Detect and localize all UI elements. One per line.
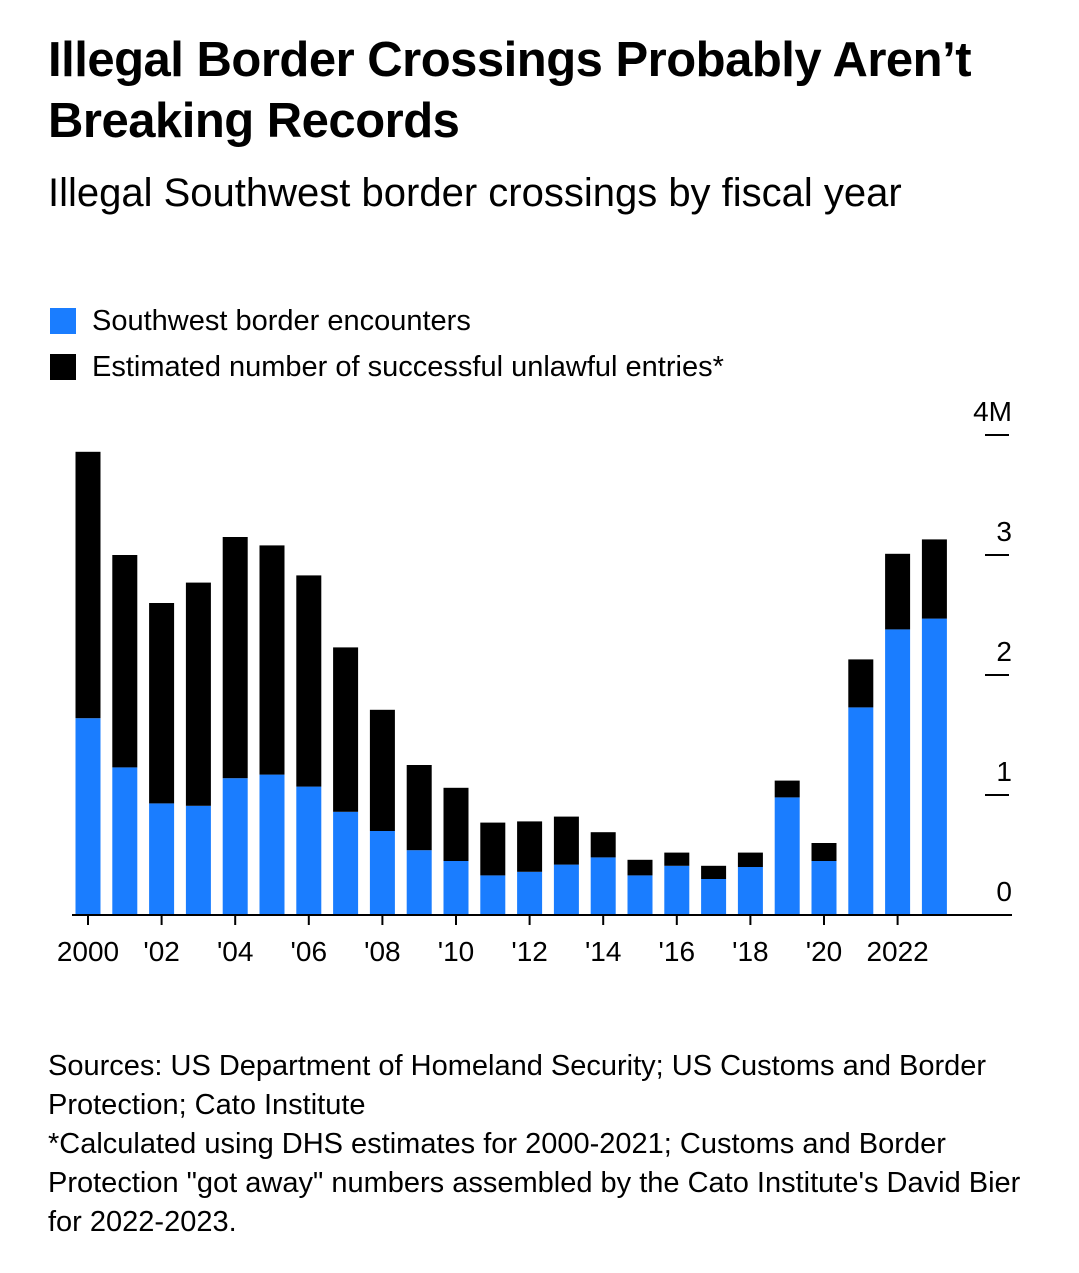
bar-2019-series-1	[774, 780, 800, 798]
axes-group: 0 1 2 3 4M 2000 '02 '04 '06 '08 '10 '12 '14 '16 '18 '20…	[57, 396, 1012, 967]
bar-2007-series-0	[333, 811, 359, 915]
chart-title: Illegal Border Crossings Probably Aren’t…	[48, 33, 972, 148]
bar-2003-series-0	[185, 805, 211, 915]
bar-2011-series-0	[480, 875, 506, 915]
bar-2007-series-1	[333, 647, 359, 812]
y-tick-label-4: 4M	[973, 396, 1012, 427]
bar-2006-series-1	[296, 575, 322, 787]
chart-footnote: Sources: US Department of Homeland Secur…	[48, 1047, 1058, 1242]
bar-2017-series-1	[701, 865, 727, 879]
x-tick-label-2012: '12	[511, 936, 548, 967]
x-tick-label-2014: '14	[585, 936, 622, 967]
bar-2005-series-1	[259, 545, 285, 775]
bar-2016-series-0	[664, 865, 690, 915]
x-tick-label-2008: '08	[364, 936, 401, 967]
bar-2014-series-0	[590, 857, 616, 915]
x-tick-label-2020: '20	[806, 936, 843, 967]
bar-2002-series-1	[149, 603, 175, 804]
bar-2015-series-0	[627, 875, 653, 915]
bar-2020-series-0	[811, 861, 837, 915]
bar-2013-series-1	[553, 816, 579, 865]
stacked-bar-chart: 0 1 2 3 4M 2000 '02 '04 '06 '08 '10 '12 '14 '16 '18 '20…	[57, 396, 1012, 967]
bar-2006-series-0	[296, 786, 322, 915]
x-tick-label-2002: '02	[143, 936, 180, 967]
legend-label-encounters: Southwest border encounters	[92, 304, 471, 337]
bar-2000-series-0	[75, 718, 101, 915]
legend-swatch-unlawful-entries	[50, 354, 76, 380]
bar-2017-series-0	[701, 879, 727, 915]
x-tick-label-2010: '10	[438, 936, 475, 967]
legend-item-unlawful-entries: Estimated number of successful unlawful …	[50, 344, 724, 390]
bar-2004-series-0	[222, 778, 248, 915]
bar-2023-series-0	[921, 618, 947, 915]
x-tick-label-2018: '18	[732, 936, 769, 967]
x-tick-label-2006: '06	[291, 936, 328, 967]
bar-2022-series-0	[885, 629, 911, 915]
bar-2020-series-1	[811, 843, 837, 861]
legend-swatch-encounters	[50, 308, 76, 334]
bar-2009-series-0	[406, 850, 432, 915]
footnote-text: *Calculated using DHS estimates for 2000…	[48, 1128, 1021, 1238]
bar-2001-series-1	[112, 555, 138, 768]
bar-2015-series-1	[627, 859, 653, 876]
bar-2004-series-1	[222, 537, 248, 779]
legend-item-encounters: Southwest border encounters	[50, 298, 724, 344]
bar-2023-series-1	[921, 539, 947, 619]
bar-2008-series-1	[369, 709, 395, 831]
bar-2018-series-1	[737, 852, 763, 867]
bar-2018-series-0	[737, 867, 763, 915]
bar-2014-series-1	[590, 832, 616, 858]
sources-text: Sources: US Department of Homeland Secur…	[48, 1050, 987, 1121]
bar-2002-series-0	[149, 803, 175, 915]
bar-2011-series-1	[480, 822, 506, 876]
bar-2010-series-0	[443, 861, 469, 915]
x-tick-label-2000: 2000	[57, 936, 119, 967]
chart-subtitle: Illegal Southwest border crossings by fi…	[48, 171, 902, 215]
x-tick-label-2004: '04	[217, 936, 254, 967]
x-tick-label-2016: '16	[659, 936, 696, 967]
bars-group	[75, 451, 947, 915]
y-tick-label-2: 2	[996, 636, 1012, 667]
chart-legend: Southwest border encounters Estimated nu…	[50, 298, 724, 390]
y-tick-label-3: 3	[996, 516, 1012, 547]
y-tick-label-0: 0	[996, 876, 1012, 907]
x-tick-label-2022: 2022	[866, 936, 928, 967]
bar-2016-series-1	[664, 852, 690, 866]
bar-2000-series-1	[75, 451, 101, 719]
bar-2005-series-0	[259, 774, 285, 915]
bar-2010-series-1	[443, 787, 469, 861]
bar-2012-series-1	[517, 821, 543, 872]
bar-2021-series-0	[848, 707, 874, 915]
legend-label-unlawful-entries: Estimated number of successful unlawful …	[92, 350, 724, 383]
bar-2003-series-1	[185, 582, 211, 806]
bar-2013-series-0	[553, 864, 579, 915]
bar-2022-series-1	[885, 553, 911, 630]
bar-2019-series-0	[774, 797, 800, 915]
bar-2001-series-0	[112, 767, 138, 915]
bar-2012-series-0	[517, 871, 543, 915]
bar-2021-series-1	[848, 659, 874, 708]
bar-2009-series-1	[406, 765, 432, 851]
y-tick-label-1: 1	[996, 756, 1012, 787]
bar-2008-series-0	[369, 831, 395, 915]
